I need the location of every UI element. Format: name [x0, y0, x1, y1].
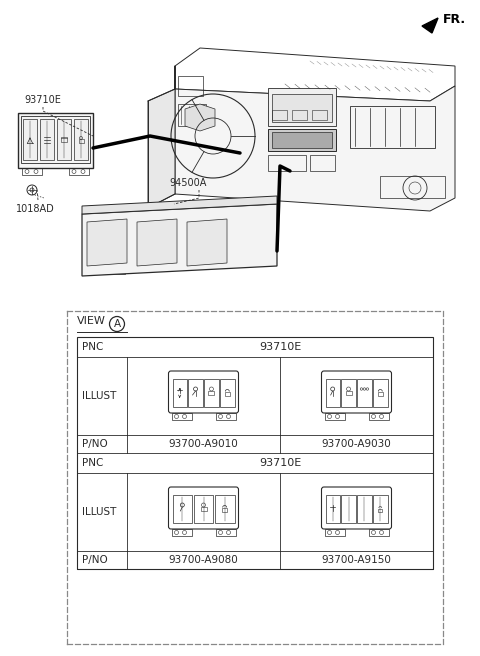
Bar — [220, 379, 235, 407]
Bar — [268, 155, 306, 171]
Bar — [373, 495, 387, 523]
Text: 94500A: 94500A — [169, 178, 206, 188]
Bar — [225, 392, 230, 396]
Bar — [204, 379, 218, 407]
Bar — [22, 168, 42, 175]
Polygon shape — [137, 219, 177, 266]
Text: 93710E: 93710E — [259, 342, 301, 352]
Bar — [325, 379, 340, 407]
Text: P/NO: P/NO — [82, 439, 108, 449]
Bar — [268, 88, 336, 126]
Bar — [357, 495, 372, 523]
Bar — [341, 495, 356, 523]
Bar — [188, 379, 203, 407]
Text: 93710E: 93710E — [259, 458, 301, 468]
Bar — [77, 337, 433, 569]
Bar — [369, 529, 388, 536]
Bar — [350, 106, 435, 148]
Bar — [292, 110, 307, 120]
Polygon shape — [82, 196, 277, 214]
Text: PNC: PNC — [82, 458, 103, 468]
Bar — [74, 119, 88, 160]
Bar — [237, 256, 272, 264]
Bar — [380, 176, 445, 198]
Text: 1018AD: 1018AD — [16, 204, 55, 214]
Bar — [201, 507, 206, 511]
Bar — [341, 379, 356, 407]
Bar — [178, 76, 203, 96]
Bar — [272, 110, 287, 120]
Bar — [57, 119, 71, 160]
Polygon shape — [185, 104, 215, 131]
Bar — [310, 155, 335, 171]
Bar — [69, 168, 89, 175]
Text: A: A — [113, 319, 120, 329]
Bar — [324, 413, 345, 420]
Bar — [312, 110, 327, 120]
Polygon shape — [175, 48, 455, 101]
Bar — [172, 379, 187, 407]
Polygon shape — [87, 219, 127, 266]
Bar — [216, 413, 236, 420]
Text: 93700-A9150: 93700-A9150 — [322, 555, 391, 565]
Bar — [272, 132, 332, 148]
Bar — [79, 138, 84, 142]
Bar — [216, 529, 236, 536]
Bar — [87, 266, 125, 274]
Text: P/NO: P/NO — [82, 555, 108, 565]
Bar — [171, 529, 192, 536]
Bar — [40, 119, 54, 160]
Bar — [193, 495, 213, 523]
Bar — [208, 391, 215, 395]
Text: 93710E: 93710E — [24, 95, 61, 105]
Text: FR.: FR. — [443, 13, 466, 26]
Bar — [325, 495, 340, 523]
Bar — [324, 529, 345, 536]
Bar — [378, 508, 382, 512]
Text: PNC: PNC — [82, 342, 103, 352]
Bar — [178, 104, 206, 126]
Bar — [171, 413, 192, 420]
Polygon shape — [422, 18, 438, 33]
Polygon shape — [187, 219, 227, 266]
Bar — [18, 113, 93, 168]
Bar — [172, 495, 192, 523]
Bar — [21, 116, 90, 163]
Text: 93700-A9080: 93700-A9080 — [168, 555, 239, 565]
Bar — [61, 136, 67, 142]
Bar — [272, 94, 332, 122]
Polygon shape — [148, 66, 175, 208]
Text: VIEW: VIEW — [77, 316, 106, 326]
Bar — [378, 392, 383, 396]
Bar — [346, 391, 351, 395]
Text: ILLUST: ILLUST — [82, 391, 116, 401]
Bar — [215, 495, 235, 523]
Polygon shape — [82, 204, 277, 276]
Polygon shape — [175, 86, 455, 211]
Bar — [357, 379, 372, 407]
Bar — [373, 379, 387, 407]
Bar — [23, 119, 37, 160]
Bar — [222, 508, 227, 512]
Text: 93700-A9010: 93700-A9010 — [168, 439, 239, 449]
Text: ILLUST: ILLUST — [82, 507, 116, 517]
Bar — [369, 413, 388, 420]
Bar — [268, 129, 336, 151]
Text: 93700-A9030: 93700-A9030 — [322, 439, 391, 449]
